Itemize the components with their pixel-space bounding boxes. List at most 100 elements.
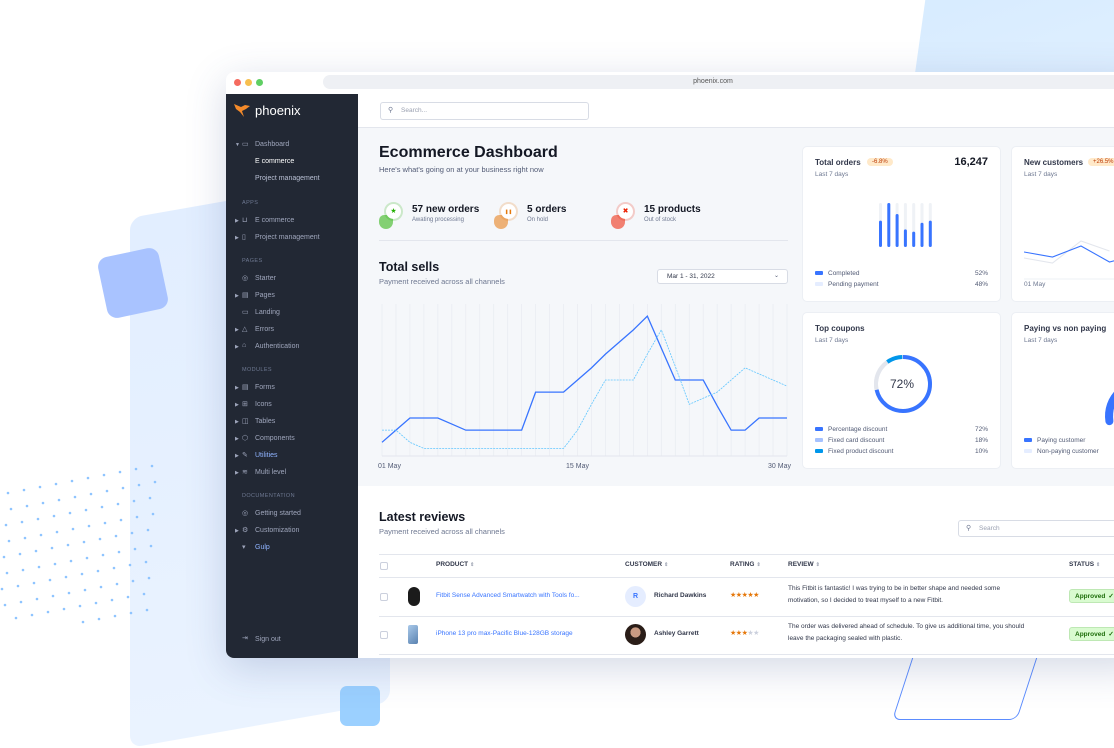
card-title: New customers: [1024, 158, 1083, 167]
iphone-image: [408, 625, 418, 644]
sidebar-item-utilities[interactable]: Utilities: [255, 452, 278, 459]
date-range-select[interactable]: Mar 1 - 31, 2022 ⌄: [657, 269, 788, 284]
decor-dot: [133, 500, 136, 503]
tool-icon: ✎: [242, 451, 248, 459]
decor-dot: [20, 601, 23, 604]
card-period: Last 7 days: [815, 337, 848, 344]
sidebar-section-label: MODULES: [242, 367, 272, 373]
caret-down-icon: ▼: [235, 142, 240, 148]
cart-icon: ⊔: [242, 216, 247, 224]
stat-label: Awating processing: [412, 217, 464, 223]
sidebar-item-multi-level[interactable]: Multi level: [255, 469, 286, 476]
decor-dot: [152, 513, 155, 516]
sidebar-item-dashboard-project-management[interactable]: Project management: [255, 175, 320, 182]
compass-icon: ◎: [242, 274, 248, 282]
global-search-input[interactable]: ⚲Search...: [380, 102, 589, 120]
bar: [896, 214, 899, 247]
decor-dot: [113, 567, 116, 570]
sidebar-item-getting-started[interactable]: Getting started: [255, 510, 301, 517]
sidebar-item-dashboard[interactable]: Dashboard: [255, 141, 289, 148]
decor-dot: [111, 599, 114, 602]
x-tick-label: 30 May: [768, 463, 791, 470]
column-header-review[interactable]: REVIEW⇕: [788, 561, 820, 568]
review-text: motivation, so I decided to treat myself…: [788, 597, 943, 604]
stat-label: On hold: [527, 217, 548, 223]
sidebar-item-icons[interactable]: Icons: [255, 401, 272, 408]
sidebar-item-landing[interactable]: Landing: [255, 309, 280, 316]
sidebar-item-errors[interactable]: Errors: [255, 326, 274, 333]
decor-dot: [116, 583, 119, 586]
review-text: leave the packaging sealed with plastic.: [788, 635, 902, 642]
sidebar-item-pages[interactable]: Pages: [255, 292, 275, 299]
product-link[interactable]: Fitbit Sense Advanced Smartwatch with To…: [436, 592, 580, 599]
decor-dot: [90, 493, 93, 496]
decor-dot: [120, 519, 123, 522]
sidebar-item-starter[interactable]: Starter: [255, 275, 276, 282]
column-header-rating[interactable]: RATING⇕: [730, 561, 761, 568]
product-link[interactable]: iPhone 13 pro max-Pacific Blue-128GB sto…: [436, 630, 573, 637]
sign-out-button[interactable]: Sign out: [255, 636, 281, 643]
decor-dot: [69, 512, 72, 515]
sidebar-item-dashboard-ecommerce[interactable]: E commerce: [255, 158, 294, 165]
latest-reviews-section: Latest reviews Payment received across a…: [358, 486, 1114, 658]
clipboard-icon: ▯: [242, 233, 246, 241]
stat-value: 57 new orders: [412, 204, 479, 215]
decor-small-square: [340, 686, 380, 726]
decor-dot: [7, 492, 10, 495]
new-customers-line-chart: [1024, 227, 1114, 282]
avatar-initial: R: [633, 593, 638, 600]
reviews-search-input[interactable]: ⚲Search: [958, 520, 1114, 537]
decor-dot: [147, 529, 150, 532]
series-line-dashed: [382, 330, 787, 449]
decor-dot: [21, 521, 24, 524]
customer-name[interactable]: Ashley Garrett: [654, 630, 699, 637]
decor-dot: [70, 560, 73, 563]
star-icon: ★: [386, 204, 401, 219]
minimize-dot[interactable]: [245, 79, 252, 86]
decor-dot: [95, 602, 98, 605]
legend-swatch: [815, 271, 823, 275]
donut-center-value: 72%: [890, 377, 914, 391]
customer-name[interactable]: Richard Dawkins: [654, 592, 706, 599]
decor-dot: [52, 595, 55, 598]
decor-dot: [114, 615, 117, 618]
maximize-dot[interactable]: [256, 79, 263, 86]
caret-right-icon: ▶: [235, 235, 239, 241]
legend-swatch: [1024, 449, 1032, 453]
change-badge: -6.8%: [867, 158, 893, 166]
reviews-title: Latest reviews: [379, 510, 465, 524]
sidebar-item-e-commerce[interactable]: E commerce: [255, 217, 294, 224]
sidebar-item-project-management[interactable]: Project management: [255, 234, 320, 241]
caret-right-icon: ▶: [235, 344, 239, 350]
row-checkbox[interactable]: [380, 631, 388, 639]
row-checkbox[interactable]: [380, 593, 388, 601]
sidebar-item-gulp[interactable]: Gulp: [255, 544, 270, 551]
select-all-checkbox[interactable]: [380, 562, 388, 570]
review-text: The order was delivered ahead of schedul…: [788, 623, 1024, 630]
star-empty-icon: ★: [753, 630, 759, 637]
decor-dot: [106, 490, 109, 493]
decor-dot: [135, 468, 138, 471]
sidebar-item-forms[interactable]: Forms: [255, 384, 275, 391]
decor-dot: [58, 499, 61, 502]
column-label: RATING: [730, 561, 754, 568]
column-header-product[interactable]: PRODUCT⇕: [436, 561, 474, 568]
legend-swatch: [1024, 438, 1032, 442]
sidebar-item-tables[interactable]: Tables: [255, 418, 275, 425]
decor-dot: [86, 557, 89, 560]
avatar: [625, 624, 646, 645]
column-header-status[interactable]: STATUS⇕: [1069, 561, 1100, 568]
close-dot[interactable]: [234, 79, 241, 86]
column-header-customer[interactable]: CUSTOMER⇕: [625, 561, 668, 568]
bar: [921, 223, 924, 247]
sidebar-item-authentication[interactable]: Authentication: [255, 343, 299, 350]
legend-item: Fixed card discount: [815, 437, 884, 444]
card-period: Last 7 days: [1024, 337, 1057, 344]
bar: [904, 229, 907, 247]
sidebar-item-components[interactable]: Components: [255, 435, 295, 442]
decor-dot: [23, 489, 26, 492]
sort-icon: ⇕: [756, 562, 760, 568]
sidebar-item-customization[interactable]: Customization: [255, 527, 299, 534]
address-bar[interactable]: phoenix.com: [323, 75, 1114, 89]
